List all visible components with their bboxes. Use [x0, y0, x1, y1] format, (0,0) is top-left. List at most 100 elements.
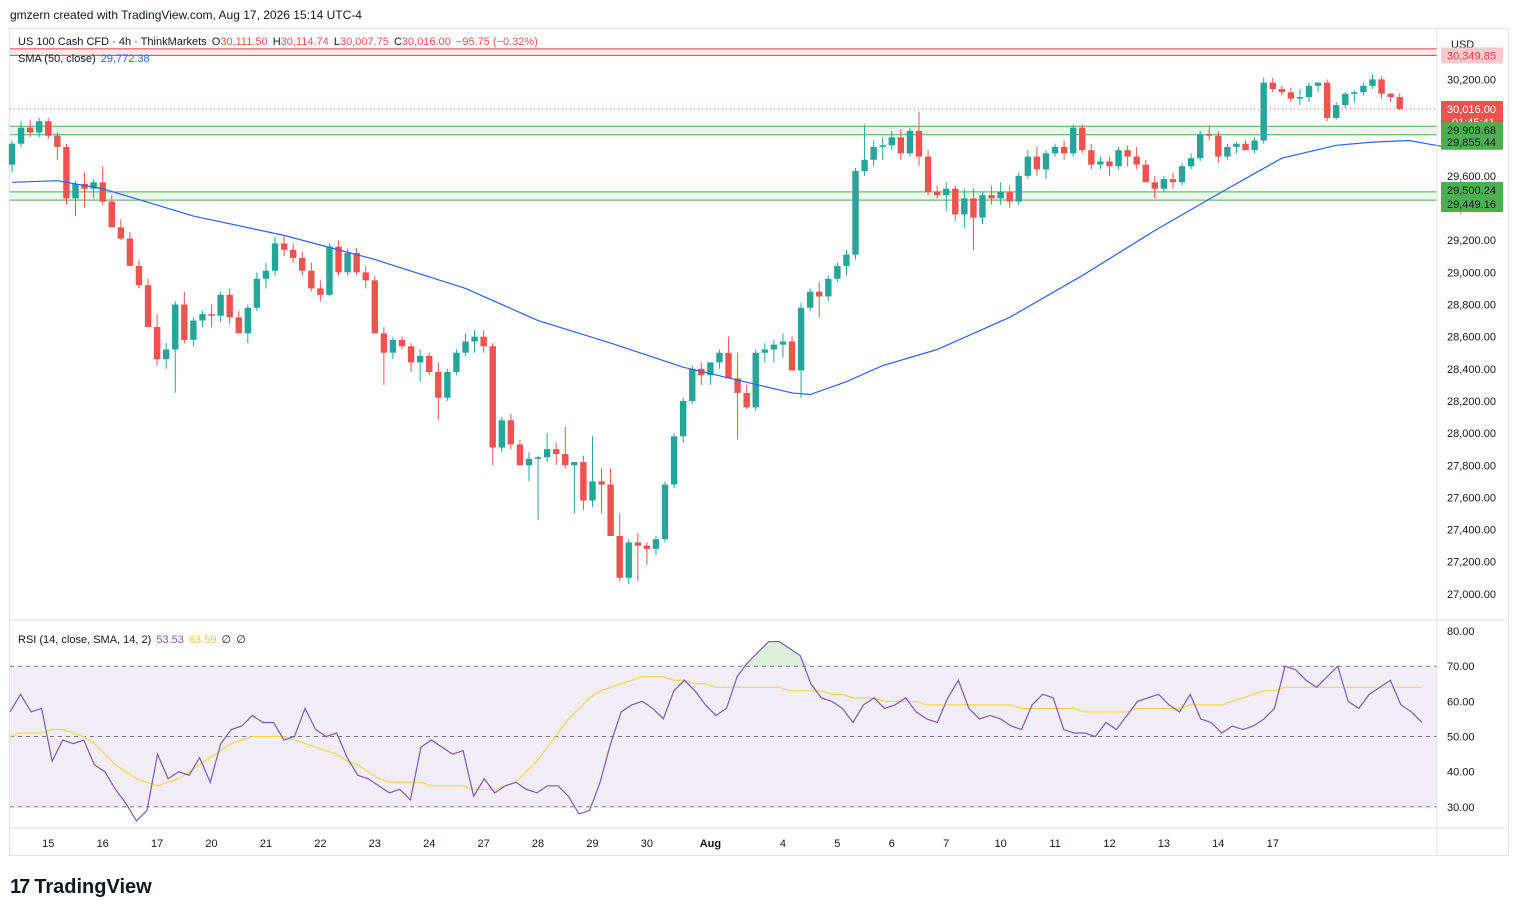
support-price-text: 29,855.44	[1447, 137, 1496, 149]
candle-down	[435, 372, 442, 398]
candle-down	[181, 304, 188, 340]
time-tick-label: 29	[586, 838, 598, 850]
rsi-tick-label: 70.00	[1447, 661, 1475, 673]
candle-down	[643, 545, 651, 549]
candle-up	[1069, 127, 1077, 154]
legend-l-label: L	[333, 36, 340, 48]
candle-down	[1169, 179, 1177, 183]
candle-up	[625, 542, 632, 578]
candle-up	[326, 246, 333, 295]
candle-down	[1088, 150, 1095, 165]
last-price-tag	[1441, 100, 1503, 129]
candle-down	[144, 285, 152, 327]
candle-down	[1033, 156, 1041, 170]
candle-up	[906, 130, 914, 154]
candle-up	[1351, 92, 1358, 94]
legend-h-label: H	[272, 36, 281, 48]
sma-legend-value: 29,772.38	[100, 53, 150, 65]
candle-up	[979, 195, 986, 218]
candle-down	[933, 191, 941, 196]
candle-up	[262, 270, 270, 279]
candle-up	[716, 352, 723, 363]
candle-up	[462, 341, 469, 353]
candle-up	[1042, 153, 1050, 170]
candle-down	[1060, 146, 1068, 154]
candle-up	[707, 362, 714, 376]
price-tick-label: 27,000.00	[1447, 589, 1496, 601]
candle-up	[1233, 143, 1240, 147]
candle-up	[879, 145, 886, 147]
time-tick-label: 22	[314, 838, 326, 850]
candle-up	[1260, 82, 1267, 141]
candle-down	[1142, 164, 1149, 183]
resistance-price-text: 30,349.85	[1447, 50, 1496, 62]
support-price-tag	[1441, 181, 1503, 198]
support-zone	[10, 191, 1437, 201]
candle-down	[1287, 92, 1295, 99]
candle-down	[280, 243, 288, 250]
price-tick-label: 28,800.00	[1447, 299, 1496, 311]
price-tick-label: 28,000.00	[1447, 428, 1496, 440]
candle-down	[734, 378, 741, 393]
candles-layer	[8, 74, 1403, 585]
last-price-text: 30,016.00	[1447, 104, 1496, 116]
legend-high: 30,114.74	[280, 36, 329, 48]
candle-up	[1305, 85, 1313, 98]
candle-up	[1160, 179, 1168, 189]
candle-down	[81, 183, 88, 189]
rsi-ma-legend-value: 63.59	[188, 634, 217, 646]
candle-up	[162, 349, 170, 360]
candle-down	[108, 201, 115, 228]
candle-up	[271, 243, 279, 271]
resistance-zone	[10, 48, 1437, 56]
sma-legend-label: SMA (50, close)	[18, 53, 96, 65]
candle-down	[743, 392, 750, 408]
candle-up	[525, 458, 533, 466]
rsi-legend-extra2: ∅	[236, 634, 246, 646]
candle-up	[1115, 150, 1122, 167]
price-tick-label: 27,800.00	[1447, 460, 1496, 472]
candle-down	[897, 137, 905, 154]
candle-up	[389, 339, 397, 353]
candle-down	[371, 280, 378, 334]
candle-down	[135, 265, 143, 286]
candle-down	[99, 182, 106, 202]
candle-up	[571, 462, 578, 466]
resistance-price-tag	[1441, 47, 1503, 64]
candle-down	[1079, 127, 1086, 151]
price-tick-label: 28,400.00	[1447, 364, 1496, 376]
candle-down	[353, 253, 360, 273]
candle-up	[1360, 85, 1367, 93]
sma-line	[11, 139, 1446, 396]
candle-up	[834, 265, 841, 279]
candle-down	[1006, 191, 1013, 202]
candle-up	[90, 182, 97, 189]
candle-down	[398, 339, 406, 347]
price-legend: US 100 Cash CFD · 4h · ThinkMarkets O30,…	[18, 36, 540, 48]
candle-up	[344, 253, 351, 273]
rsi-layer	[9, 640, 1437, 822]
candle-down	[1378, 79, 1385, 94]
time-tick-label: 12	[1103, 838, 1115, 850]
support-price-tag	[1441, 133, 1503, 150]
candle-up	[689, 368, 696, 401]
candle-up	[1333, 105, 1340, 118]
candle-down	[54, 135, 61, 147]
candle-up	[961, 198, 968, 215]
tradingview-logo[interactable]: 17 TradingView	[10, 874, 152, 900]
rsi-tick-label: 30.00	[1447, 802, 1475, 814]
candle-down	[1396, 97, 1403, 109]
time-tick-label: Aug	[700, 838, 721, 850]
rsi-tick-label: 40.00	[1447, 767, 1475, 779]
candle-down	[516, 444, 524, 466]
time-tick-label: 16	[97, 838, 109, 850]
candle-up	[843, 254, 850, 266]
price-tick-label: 29,200.00	[1447, 235, 1496, 247]
time-tick-label: 28	[532, 838, 544, 850]
candle-up	[797, 307, 805, 371]
candle-up	[943, 188, 950, 196]
rsi-legend-extra1: ∅	[221, 634, 232, 646]
time-tick-label: 17	[1267, 838, 1279, 850]
support-price-tag	[1441, 196, 1503, 213]
